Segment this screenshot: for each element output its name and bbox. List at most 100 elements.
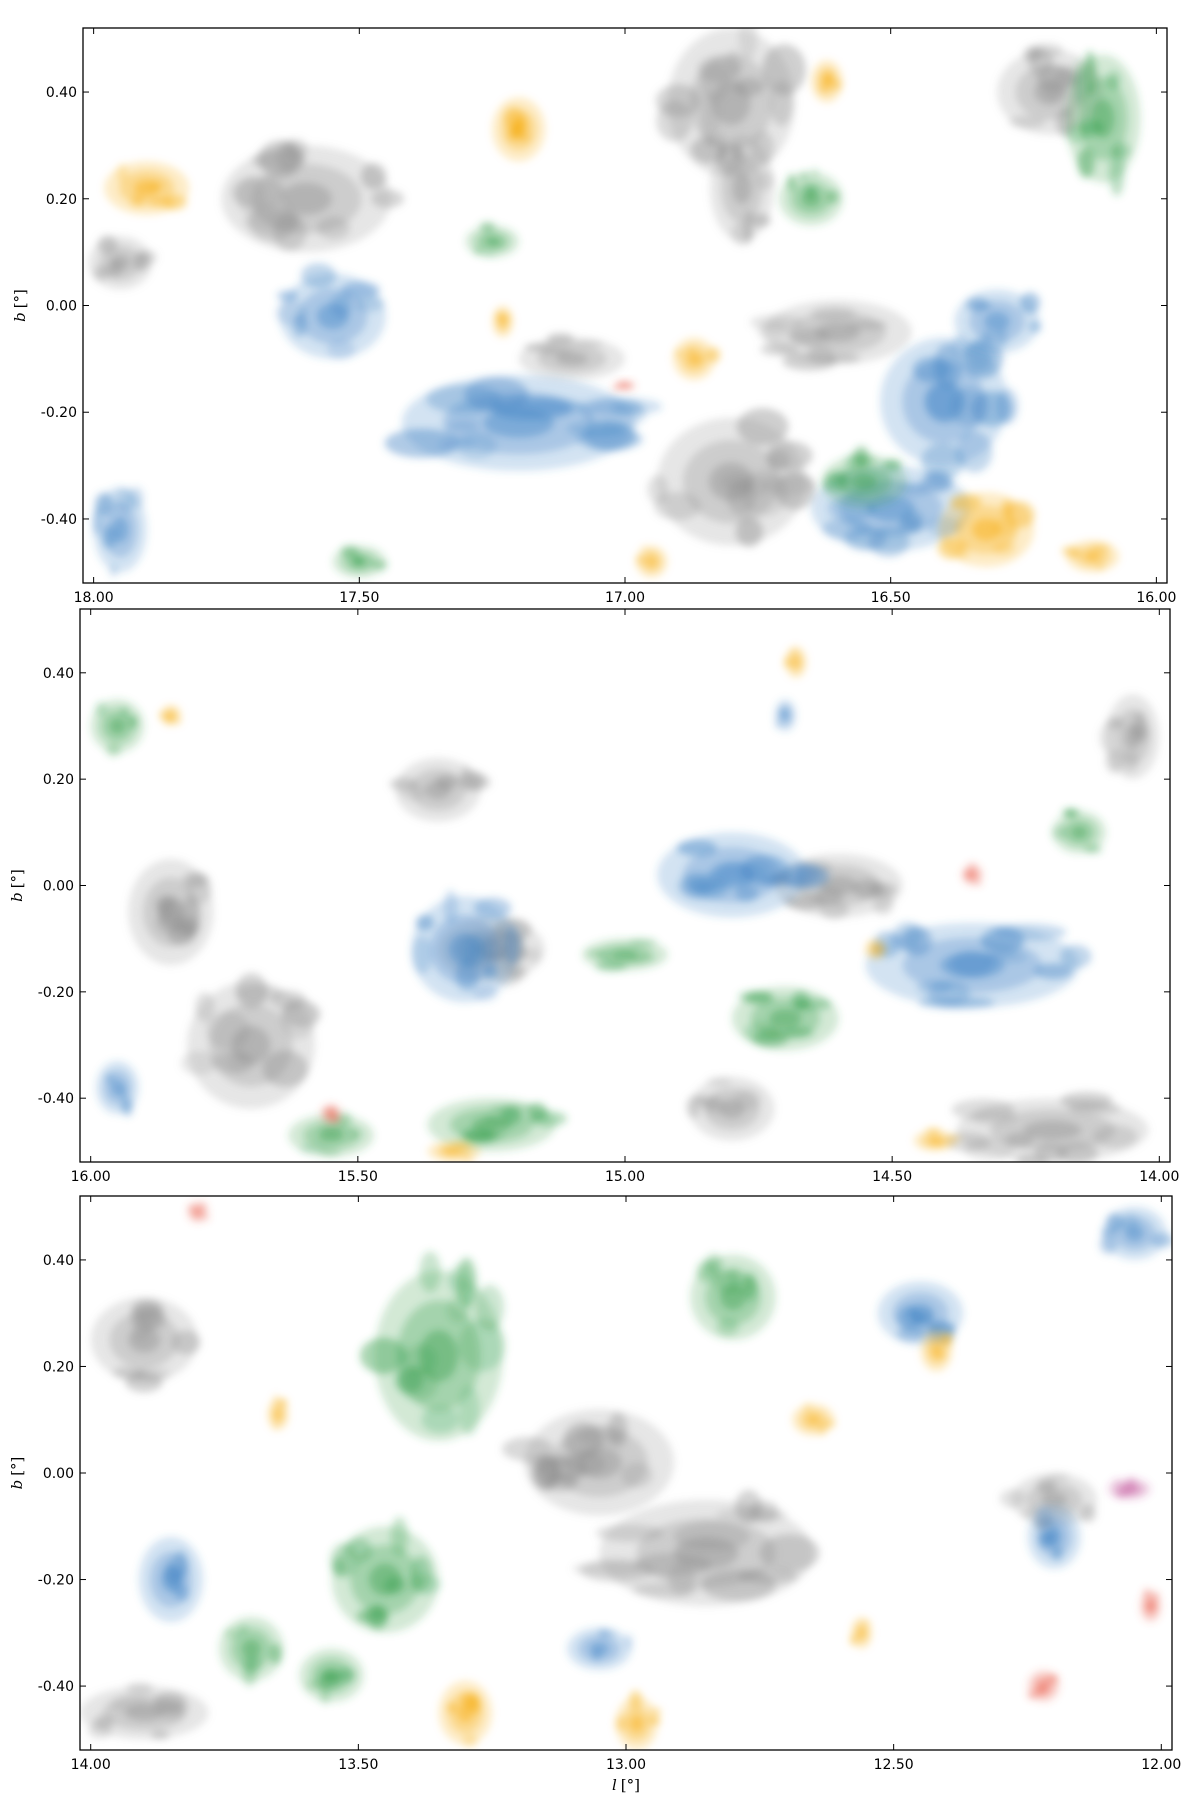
panel-top-emission	[88, 28, 1141, 578]
x-tick-label: 12.00	[1141, 1757, 1181, 1773]
y-axis-label: b[°]	[8, 869, 26, 902]
emission-blob	[359, 1251, 506, 1442]
emission-blob	[779, 168, 843, 226]
emission-blob	[502, 1409, 675, 1516]
emission-blob	[863, 938, 887, 960]
emission-blob	[288, 1112, 374, 1157]
emission-blob	[567, 1627, 634, 1671]
y-tick-label: -0.40	[38, 1679, 74, 1695]
y-tick-label: 0.40	[43, 1253, 74, 1269]
emission-blob	[180, 972, 321, 1109]
y-tick-label: 0.00	[43, 1466, 74, 1482]
emission-blob	[657, 832, 830, 918]
emission-blob	[731, 986, 839, 1051]
emission-blob	[1107, 1477, 1151, 1500]
y-axis-label: b[°]	[8, 1457, 26, 1490]
emission-blob	[1061, 540, 1120, 573]
y-tick-label: 0.20	[46, 192, 77, 208]
y-tick-label: -0.40	[41, 512, 77, 528]
emission-blob	[88, 235, 158, 290]
emission-blob	[710, 130, 775, 246]
emission-blob	[1066, 50, 1141, 197]
emission-blob	[913, 1128, 962, 1152]
y-tick-label: -0.40	[38, 1091, 74, 1107]
emission-blob	[1139, 1588, 1162, 1623]
emission-blob	[438, 1680, 493, 1748]
emission-blob	[672, 337, 721, 381]
x-tick-label: 13.00	[606, 1757, 646, 1773]
panel-middle-emission	[90, 646, 1160, 1162]
y-tick-label: 0.00	[43, 879, 74, 895]
emission-blob	[330, 1516, 441, 1633]
emission-blob	[937, 492, 1035, 567]
y-tick-label: 0.40	[46, 85, 77, 101]
emission-blob	[411, 889, 522, 1003]
emission-blob	[582, 938, 668, 972]
emission-blob	[384, 374, 663, 471]
emission-blob	[332, 545, 388, 578]
emission-blob	[612, 380, 636, 391]
emission-blob	[880, 334, 1019, 481]
x-tick-label: 16.00	[71, 1169, 111, 1185]
x-tick-label: 15.50	[338, 1169, 378, 1185]
emission-blob	[865, 922, 1092, 1009]
emission-blob	[275, 263, 386, 360]
y-tick-label: 0.20	[43, 772, 74, 788]
x-axis-label: l [°]	[612, 1776, 640, 1794]
emission-blob	[1027, 1670, 1060, 1703]
emission-blob	[749, 300, 912, 371]
emission-blob	[961, 862, 983, 886]
emission-blob	[783, 646, 807, 679]
emission-blob	[427, 1140, 481, 1162]
emission-blob	[389, 757, 491, 822]
emission-blob	[219, 1616, 284, 1686]
emission-blob	[90, 1297, 201, 1393]
x-tick-label: 12.50	[874, 1757, 914, 1773]
panel-bottom: 14.00 13.50 13.00 12.50 12.00 0.40 0.20 0.00 -0.…	[8, 1195, 1181, 1794]
x-tick-label: 17.00	[605, 590, 645, 606]
emission-blob	[1027, 1504, 1082, 1569]
emission-blob	[877, 1281, 964, 1346]
emission-blob	[1099, 694, 1160, 780]
emission-blob	[187, 1201, 210, 1223]
emission-blob	[518, 332, 625, 381]
y-tick-label: 0.00	[46, 299, 77, 315]
emission-blob	[810, 60, 843, 103]
x-tick-label: 15.00	[605, 1169, 645, 1185]
emission-blob	[1099, 1206, 1172, 1260]
x-tick-label: 14.00	[1139, 1169, 1179, 1185]
y-axis-label: b[°]	[11, 289, 29, 322]
emission-blob	[158, 704, 182, 726]
emission-blob	[104, 161, 190, 215]
emission-blob	[1051, 808, 1106, 854]
emission-blob	[492, 305, 514, 338]
emission-blob	[267, 1394, 289, 1431]
emission-blob	[96, 1060, 139, 1117]
emission-blob	[635, 545, 668, 578]
emission-blob	[821, 446, 907, 509]
emission-blob	[945, 1091, 1149, 1162]
x-tick-label: 14.50	[872, 1169, 912, 1185]
emission-blob	[492, 97, 546, 162]
y-tick-label: -0.20	[38, 985, 74, 1001]
panel-bottom-emission	[80, 1201, 1172, 1750]
emission-blob	[465, 221, 519, 258]
emission-blob	[299, 1648, 364, 1704]
panel-middle: 16.00 15.50 15.00 14.50 14.00 0.40 0.20 0.00 -0.…	[8, 608, 1179, 1185]
x-tick-label: 16.00	[1136, 590, 1176, 606]
emission-blob	[90, 699, 145, 757]
x-tick-label: 18.00	[74, 590, 114, 606]
emission-blob	[774, 699, 796, 732]
panel-top: 18.00 17.50 17.00 16.50 16.00 0.40 0.20 0.00 -0.…	[11, 27, 1176, 606]
emission-blob	[221, 139, 405, 253]
y-tick-label: 0.20	[43, 1359, 74, 1375]
emission-blob	[427, 1098, 567, 1152]
emission-blob	[647, 408, 816, 547]
y-tick-label: 0.40	[43, 666, 74, 682]
emission-blob	[128, 858, 214, 966]
emission-blob	[80, 1682, 209, 1740]
emission-blob	[999, 1473, 1098, 1531]
emission-blob	[572, 1489, 820, 1607]
emission-blob	[686, 1076, 775, 1141]
